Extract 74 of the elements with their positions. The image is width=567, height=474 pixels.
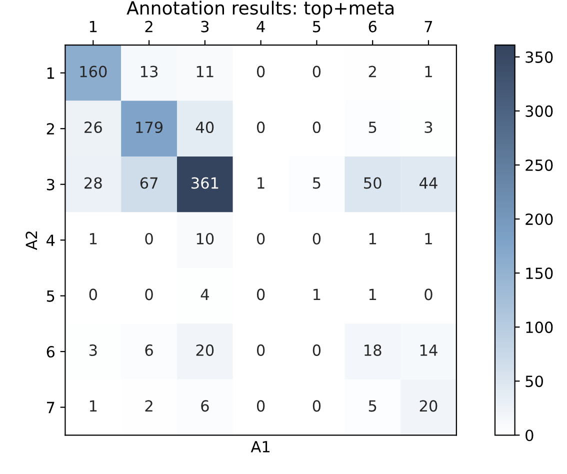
data-label: 0 <box>312 232 321 245</box>
data-label: 18 <box>364 344 382 356</box>
data-label: 0 <box>256 122 265 134</box>
x-tick-label: 2 <box>145 20 152 32</box>
data-label: 0 <box>256 400 265 412</box>
y-tick-label: 7 <box>47 402 54 414</box>
x-axis-title: A1 <box>250 441 270 452</box>
data-label: 1 <box>369 233 376 244</box>
data-label: 5 <box>368 400 376 412</box>
color-bar-label: 200 <box>526 213 553 226</box>
data-label: 11 <box>196 66 214 78</box>
data-label: 0 <box>256 344 265 356</box>
data-label: 0 <box>145 288 153 300</box>
y-tick-label: 3 <box>46 178 54 190</box>
data-label: 6 <box>145 344 153 356</box>
data-label: 361 <box>192 177 218 189</box>
data-label: 0 <box>312 400 321 412</box>
x-tick-label: 1 <box>90 20 97 32</box>
data-label: 2 <box>145 400 152 412</box>
data-label: 0 <box>256 232 265 245</box>
data-label: 40 <box>196 122 214 134</box>
data-label: 1 <box>425 66 432 78</box>
data-label: 1 <box>90 233 97 244</box>
data-label: 28 <box>84 177 102 189</box>
x-tick-label: 7 <box>424 20 432 32</box>
chart-title: Annotation results: top+meta <box>126 0 394 18</box>
data-label: 3 <box>424 122 432 134</box>
data-label: 1 <box>369 288 376 300</box>
y-tick-label: 2 <box>46 123 54 134</box>
data-label: 0 <box>312 344 321 356</box>
data-label: 0 <box>89 288 97 300</box>
color-bar-label: 50 <box>526 376 543 388</box>
data-label: 3 <box>89 344 97 356</box>
data-label: 10 <box>196 232 214 245</box>
data-label: 6 <box>201 400 209 412</box>
data-label: 0 <box>145 232 153 245</box>
x-tick-label: 4 <box>256 20 265 32</box>
x-tick-label: 5 <box>313 20 320 32</box>
y-tick-label: 6 <box>46 346 55 358</box>
color-bar-label: 250 <box>526 159 553 171</box>
data-label: 13 <box>141 66 158 78</box>
data-label: 2 <box>368 66 376 78</box>
data-label: 20 <box>196 344 214 356</box>
data-label: 1 <box>258 177 264 189</box>
data-label: 0 <box>312 122 321 134</box>
data-label: 50 <box>364 177 382 189</box>
data-label: 1 <box>90 400 97 412</box>
x-tick-label: 6 <box>368 20 376 32</box>
data-label: 5 <box>313 177 320 189</box>
data-label: 44 <box>420 177 438 189</box>
y-tick-label: 1 <box>47 68 54 79</box>
data-label: 0 <box>424 288 432 300</box>
data-label: 20 <box>420 400 438 412</box>
color-bar-label: 350 <box>526 51 553 63</box>
data-label: 179 <box>136 122 163 134</box>
color-bar-label: 150 <box>526 268 553 280</box>
color-bar-label: 300 <box>526 105 553 117</box>
y-tick-label: 5 <box>46 290 54 302</box>
color-bar-label: 0 <box>526 430 534 442</box>
data-label: 14 <box>420 344 438 356</box>
data-label: 67 <box>140 177 158 189</box>
data-label: 0 <box>256 66 265 78</box>
x-tick-label: 3 <box>201 20 209 32</box>
color-bar-label: 100 <box>526 322 553 334</box>
data-label: 1 <box>314 288 320 300</box>
data-label: 4 <box>200 288 209 300</box>
data-label: 0 <box>256 288 265 300</box>
data-label: 0 <box>312 66 321 78</box>
data-label: 1 <box>425 233 432 244</box>
data-label: 26 <box>84 122 102 134</box>
data-label: 5 <box>368 122 376 134</box>
y-axis-title: A2 <box>26 232 38 250</box>
y-tick-label: 4 <box>46 234 55 246</box>
data-label: 160 <box>80 66 107 78</box>
